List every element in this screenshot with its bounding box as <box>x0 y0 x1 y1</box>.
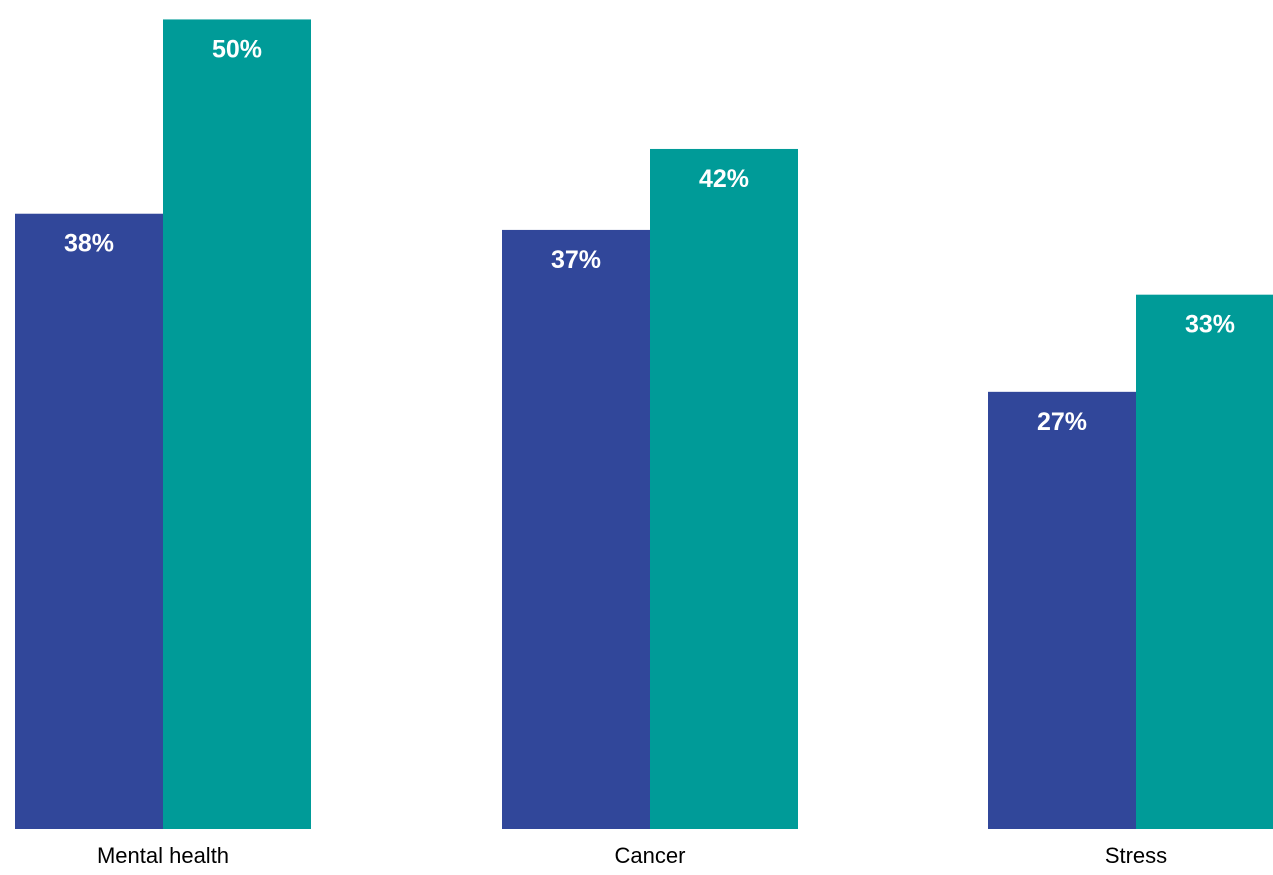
category-label: Mental health <box>97 843 229 868</box>
category-label: Cancer <box>615 843 686 868</box>
bar-stress-series-1 <box>988 391 1136 829</box>
bar-value-label: 42% <box>699 165 749 193</box>
bar-value-label: 50% <box>212 35 262 63</box>
bar-stress-series-2 <box>1136 294 1273 829</box>
bar-cancer-series-1 <box>502 229 650 829</box>
category-labels-group: Mental health Cancer Stress <box>97 843 1167 868</box>
bar-labels-group: 38% 50% 37% 42% 27% 33% <box>64 35 1235 435</box>
bar-cancer-series-2 <box>650 148 798 829</box>
bars-group <box>15 19 1273 829</box>
bar-value-label: 37% <box>551 246 601 274</box>
bar-value-label: 33% <box>1185 311 1235 339</box>
category-label: Stress <box>1105 843 1167 868</box>
bar-mental-health-series-2 <box>163 19 311 829</box>
bar-value-label: 38% <box>64 230 114 258</box>
bar-mental-health-series-1 <box>15 213 163 829</box>
bar-value-label: 27% <box>1037 408 1087 436</box>
